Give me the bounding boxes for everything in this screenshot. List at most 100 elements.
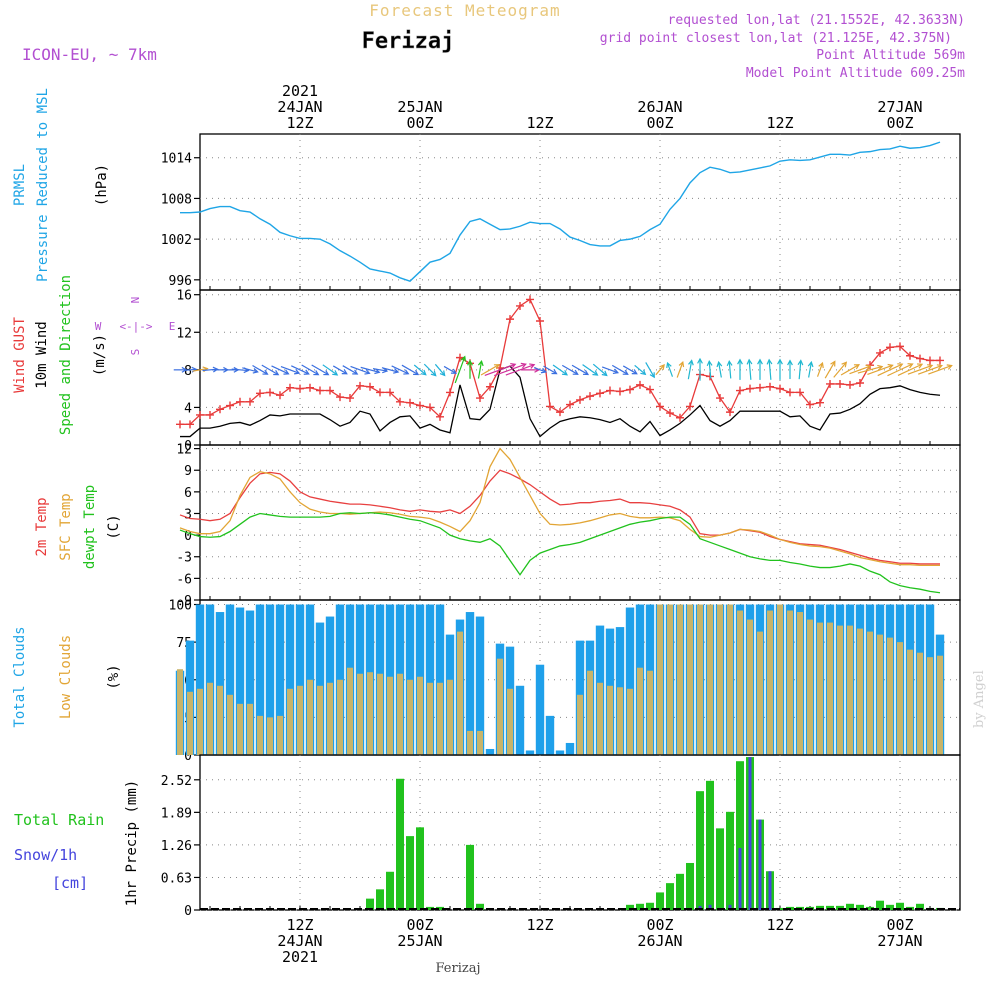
wind-arrow: [676, 361, 684, 378]
low-cloud-bar: [937, 655, 943, 755]
wind-arrow-head: [352, 369, 359, 375]
wind-arrow-head: [666, 361, 672, 369]
wind-arrow-head: [777, 358, 783, 365]
rain-bar: [676, 873, 684, 910]
gust-marker: [806, 400, 814, 409]
panel-frame-precip: [199, 754, 961, 911]
y-tick-label: 100: [169, 599, 192, 614]
total-cloud-bar: [535, 664, 545, 755]
wind-arrow: [833, 361, 847, 378]
gust-marker: [196, 410, 204, 419]
total-cloud-bar: [215, 612, 225, 755]
gust-marker: [896, 342, 904, 351]
panel-pressure: 996 1002 1008 1014: [161, 133, 961, 291]
wind-arrow: [192, 367, 208, 372]
gust-marker: [536, 317, 544, 325]
rain-bar: [416, 827, 424, 910]
wind-arrow: [261, 364, 279, 376]
wind-arrow-head: [877, 364, 884, 371]
wind-arrow-head: [313, 370, 320, 376]
rain-bar: [696, 791, 704, 910]
low-cloud-bar: [287, 688, 293, 755]
gust-marker: [776, 384, 784, 393]
wind-arrow-head: [622, 369, 629, 375]
wind-arrow: [582, 364, 598, 376]
wind-arrow: [645, 362, 655, 378]
wind-arrow: [322, 364, 338, 376]
watermark: by Angel: [972, 670, 987, 728]
y-tick-label: 2.52: [161, 774, 192, 789]
rain-bar: [466, 844, 474, 910]
snow-bar: [728, 904, 732, 910]
low-cloud-bar: [787, 610, 793, 755]
wind-arrow-head: [493, 364, 501, 370]
low-cloud-bar: [607, 685, 613, 755]
rain-bar: [436, 906, 444, 910]
top-axis-label: 2021: [282, 82, 318, 100]
low-cloud-bar: [317, 685, 323, 755]
y-tick-label: 12: [176, 326, 192, 341]
compass-west: W: [95, 320, 102, 333]
gust-marker: [456, 353, 464, 362]
wind-arrow: [454, 356, 466, 384]
point-altitude: Point Altitude 569m: [816, 48, 965, 63]
temp-line-2m: [179, 469, 940, 565]
wind-arrow-head: [830, 360, 836, 367]
panel-wind: 0 4 8 12 16: [173, 289, 961, 454]
low-cloud-bar: [767, 610, 773, 755]
rain-bar: [876, 900, 884, 910]
wind-arrow: [655, 364, 665, 376]
wind-arrow-head: [420, 369, 427, 376]
wind-arrow-head: [403, 369, 410, 375]
gust-marker: [276, 391, 284, 400]
rain-bar: [856, 904, 864, 910]
top-axis-label: 24JAN: [277, 98, 322, 116]
low-cloud-bar: [667, 604, 673, 755]
total-cloud-bar: [625, 607, 635, 755]
clouds-axis-label: Total Clouds: [12, 626, 28, 727]
top-axis-label: 26JAN: [637, 98, 682, 116]
gust-marker: [546, 402, 554, 411]
low-cloud-bar: [807, 619, 813, 755]
gust-marker: [686, 402, 694, 411]
total-cloud-bar: [435, 604, 445, 755]
low-cloud-bar: [837, 625, 843, 755]
gust-marker: [826, 379, 834, 388]
wind-arrow: [505, 364, 535, 376]
wind-arrow: [533, 367, 547, 373]
wind-arrow-head: [649, 372, 655, 379]
bottom-axis-label: 12Z: [286, 916, 313, 934]
low-cloud-bar: [587, 670, 593, 755]
gust-marker: [186, 420, 194, 429]
rain-bar: [916, 903, 924, 910]
wind-arrow: [443, 365, 457, 374]
low-cloud-bar: [227, 694, 233, 755]
low-cloud-bar: [877, 634, 883, 755]
low-cloud-bar: [357, 673, 363, 755]
wind-arrow-head: [946, 364, 953, 370]
rain-bar: [706, 780, 714, 910]
bottom-axis-label: 00Z: [886, 916, 913, 934]
gust-marker: [356, 381, 364, 390]
low-cloud-bar: [247, 703, 253, 755]
wind-arrow-head: [678, 360, 685, 368]
y-tick-label: 0: [184, 904, 192, 919]
low-cloud-bar: [797, 612, 803, 755]
y-tick-label: 9: [184, 464, 192, 479]
gust-marker: [516, 301, 524, 310]
low-cloud-bar: [657, 604, 663, 755]
y-tick-label: 8: [184, 364, 192, 379]
wind-arrow: [857, 366, 883, 374]
gust-marker: [606, 386, 614, 395]
gust-marker: [306, 383, 314, 392]
wind-arrow: [611, 364, 629, 375]
wind-arrow-head: [757, 358, 763, 365]
top-axis-label: 12Z: [286, 114, 313, 132]
wind-arrow-head: [766, 358, 773, 365]
wind-arrow: [332, 365, 348, 375]
wind-arrow-head: [510, 362, 517, 369]
low-cloud-bar: [647, 670, 653, 755]
gust-marker: [246, 397, 254, 406]
gust-marker: [886, 343, 894, 352]
low-cloud-bar: [377, 673, 383, 755]
